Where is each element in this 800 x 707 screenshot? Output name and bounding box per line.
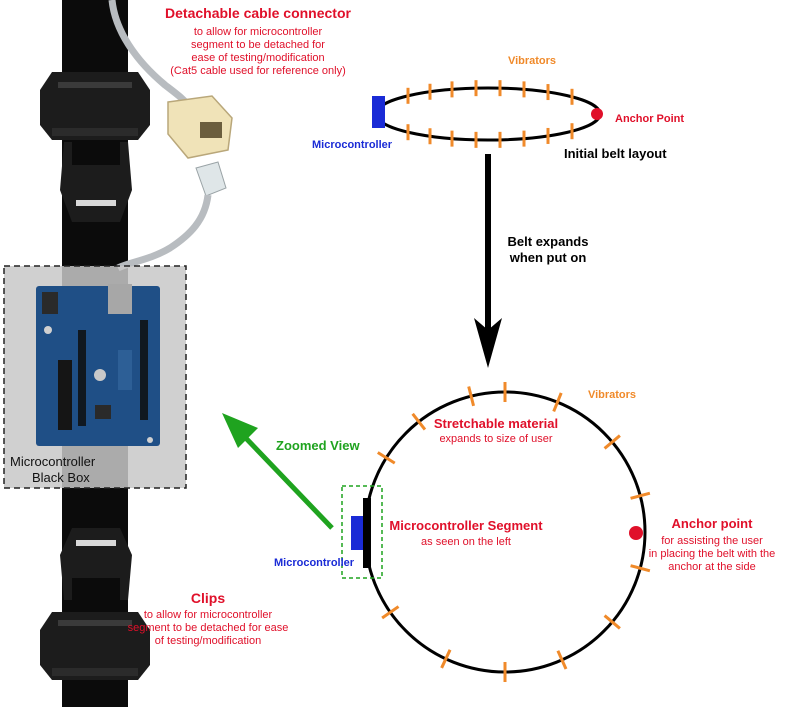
expanded-anchor-line-3: anchor at the side (668, 561, 755, 573)
expanded-belt-microcontroller-segment (363, 498, 371, 568)
expand-label-line-2: when put on (509, 250, 587, 265)
arduino-board-image (36, 284, 160, 446)
rj45-plug (195, 161, 227, 197)
vibrator-tick (467, 386, 476, 407)
vibrator-tick (603, 614, 621, 630)
cable-connector-line-4: (Cat5 cable used for reference only) (170, 65, 345, 77)
expand-arrow (474, 154, 502, 368)
zoomed-view-arrow (222, 413, 334, 530)
expand-label-line-1: Belt expands (508, 234, 589, 249)
bottom-buckle-male (60, 528, 132, 600)
expanded-anchor-line-2: in placing the belt with the (649, 548, 776, 560)
cat5-cable-lower (116, 194, 212, 272)
vibrator-tick (603, 434, 621, 450)
vibrator-tick (630, 491, 651, 500)
clips-line-2: segment to be detached for ease (128, 622, 289, 634)
segment-subtitle: as seen on the left (421, 536, 511, 548)
vibrator-tick (376, 451, 396, 465)
vibrator-tick (556, 650, 568, 670)
initial-microcontroller-label: Microcontroller (312, 139, 393, 151)
initial-vibrators-label: Vibrators (508, 55, 556, 67)
expanded-microcontroller-label: Microcontroller (274, 557, 355, 569)
initial-anchor-label: Anchor Point (615, 113, 684, 125)
top-buckle-male (60, 142, 132, 222)
initial-belt-vibrators (406, 80, 574, 148)
initial-belt-loop (374, 86, 602, 142)
bottom-buckle-female (40, 612, 150, 680)
zoomed-view-label: Zoomed View (276, 438, 360, 453)
cable-connector-line-2: segment to be detached for (191, 39, 325, 51)
stretchable-title: Stretchable material (434, 416, 558, 431)
cable-connector-line-1: to allow for microcontroller (194, 26, 323, 38)
clips-title: Clips (191, 590, 225, 606)
cable-connector-title: Detachable cable connector (165, 5, 352, 21)
vibrator-tick (381, 605, 400, 620)
vibrator-tick (552, 392, 563, 413)
expanded-belt-anchor-point (629, 526, 643, 540)
clips-line-3: of testing/modification (155, 635, 261, 647)
black-box-label-line-1: Microcontroller (10, 454, 96, 469)
zoom-selection-box (341, 485, 383, 579)
segment-title: Microcontroller Segment (389, 518, 543, 533)
expanded-anchor-line-1: for assisting the user (661, 535, 763, 547)
stretchable-subtitle: expands to size of user (439, 433, 552, 445)
cable-coupler (167, 95, 233, 159)
expanded-belt-microcontroller (351, 516, 363, 550)
vibrator-tick (630, 564, 651, 573)
initial-belt-anchor-point (591, 108, 603, 120)
initial-belt-microcontroller (372, 96, 385, 128)
cable-connector-line-3: ease of testing/modification (191, 52, 324, 64)
vibrator-tick (440, 649, 452, 669)
top-buckle-female (40, 72, 150, 140)
vibrator-tick (411, 412, 427, 431)
expanded-anchor-title: Anchor point (672, 516, 754, 531)
initial-belt-caption: Initial belt layout (564, 146, 667, 161)
black-box-label-line-2: Black Box (32, 470, 90, 485)
clips-line-1: to allow for microcontroller (144, 609, 273, 621)
expanded-vibrators-label: Vibrators (588, 389, 636, 401)
expanded-belt-vibrators (376, 382, 651, 682)
